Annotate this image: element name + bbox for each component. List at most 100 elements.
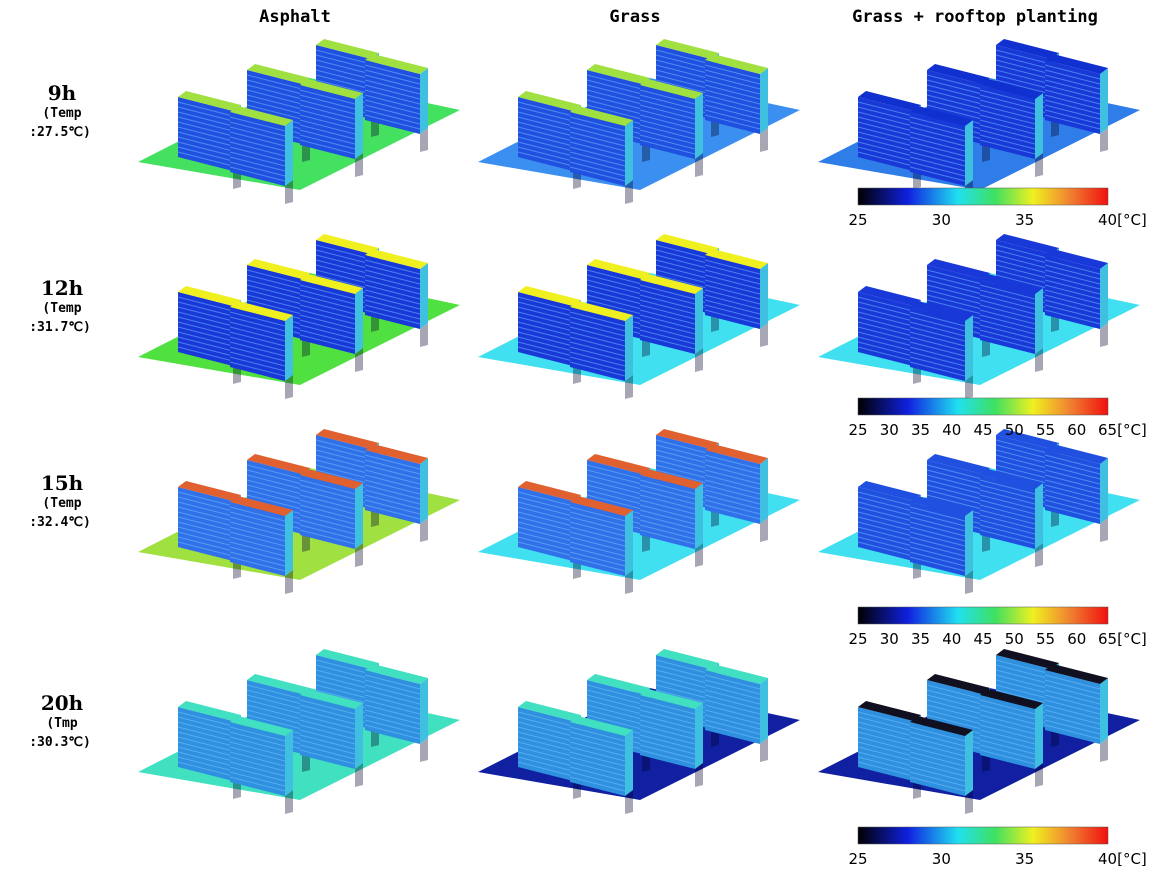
- scene: [818, 39, 1140, 204]
- building-floor: [229, 166, 286, 182]
- building-floor: [639, 289, 696, 305]
- building-floor: [229, 141, 286, 157]
- building-top: [300, 689, 363, 709]
- building-floor: [704, 499, 761, 515]
- building-floor: [655, 264, 712, 280]
- building-shadow: [285, 180, 293, 204]
- building-shadow: [1035, 348, 1043, 372]
- building-floor: [857, 756, 914, 772]
- building-floor: [857, 731, 914, 747]
- building-floor: [229, 776, 286, 792]
- building-floor: [177, 541, 234, 557]
- building-floor: [517, 341, 574, 357]
- building-floor: [246, 279, 303, 295]
- building-floor: [655, 664, 712, 680]
- building-floor: [704, 724, 761, 740]
- building-shadow: [355, 543, 363, 567]
- colorbar-tick: 35: [1015, 850, 1034, 868]
- building-top: [858, 481, 921, 501]
- building-floor: [517, 101, 574, 117]
- building-floor: [229, 161, 286, 177]
- building-floor: [995, 259, 1052, 275]
- building-floor: [909, 321, 966, 337]
- building-floor: [979, 289, 1036, 305]
- building-floor: [517, 721, 574, 737]
- building-floor: [909, 766, 966, 782]
- building-floor: [299, 714, 356, 730]
- building-floor: [315, 659, 372, 675]
- building-floor: [639, 744, 696, 760]
- building-floor: [229, 136, 286, 152]
- row-temp-label: (Tmp: [46, 716, 77, 731]
- building-floor: [315, 274, 372, 290]
- building-floor: [569, 751, 626, 767]
- building-floor: [315, 69, 372, 85]
- building-floor: [704, 469, 761, 485]
- building-floor: [299, 524, 356, 540]
- building-floor: [909, 541, 966, 557]
- building-floor: [229, 546, 286, 562]
- building-floor: [979, 504, 1036, 520]
- building-floor: [569, 121, 626, 137]
- building-floor: [655, 679, 712, 695]
- building-floor: [364, 504, 421, 520]
- row-time: 12h: [41, 276, 84, 300]
- building-floor: [586, 104, 643, 120]
- building-floor: [655, 454, 712, 470]
- building-floor: [569, 541, 626, 557]
- building-floor: [926, 699, 983, 715]
- building-floor: [299, 334, 356, 350]
- building-floor: [926, 274, 983, 290]
- building-floor: [909, 516, 966, 532]
- building-floor: [246, 99, 303, 115]
- building-floor: [655, 269, 712, 285]
- building-top: [247, 64, 310, 84]
- building-floor: [639, 284, 696, 300]
- building-floor: [315, 459, 372, 475]
- building-floor: [246, 704, 303, 720]
- building-top: [1045, 249, 1108, 269]
- building-shadow: [695, 763, 703, 787]
- building-floor: [177, 136, 234, 152]
- building-floor: [517, 516, 574, 532]
- building-floor: [569, 761, 626, 777]
- building-floor: [909, 316, 966, 332]
- colorbar-tick: 40: [942, 630, 961, 648]
- building-top: [247, 259, 310, 279]
- building-floor: [517, 141, 574, 157]
- building-floor: [246, 694, 303, 710]
- scene: [138, 649, 460, 814]
- scene: [818, 234, 1140, 399]
- building-floor: [364, 89, 421, 105]
- building-side: [760, 68, 768, 134]
- building-floor: [246, 689, 303, 705]
- building-floor: [177, 521, 234, 537]
- building-floor: [517, 741, 574, 757]
- building-floor: [299, 89, 356, 105]
- building-side: [1035, 93, 1043, 159]
- building-floor: [655, 459, 712, 475]
- building-floor: [979, 299, 1036, 315]
- building-floor: [569, 731, 626, 747]
- building-floor: [569, 126, 626, 142]
- building-floor: [315, 79, 372, 95]
- building-floor: [1044, 104, 1101, 120]
- building-floor: [926, 84, 983, 100]
- colorbar-tick: 60: [1067, 421, 1086, 439]
- building-top: [656, 234, 719, 254]
- building-side: [285, 730, 293, 796]
- building-floor: [299, 109, 356, 125]
- building-floor: [569, 741, 626, 757]
- row-temp-label: (Temp: [42, 496, 81, 511]
- building-floor: [517, 146, 574, 162]
- building-floor: [246, 489, 303, 505]
- building-floor: [315, 674, 372, 690]
- building-floor: [569, 146, 626, 162]
- building-top: [570, 496, 633, 516]
- building-floor: [655, 259, 712, 275]
- building-floor: [926, 714, 983, 730]
- building-floor: [569, 351, 626, 367]
- building-floor: [177, 316, 234, 332]
- building-floor: [586, 289, 643, 305]
- building-floor: [517, 306, 574, 322]
